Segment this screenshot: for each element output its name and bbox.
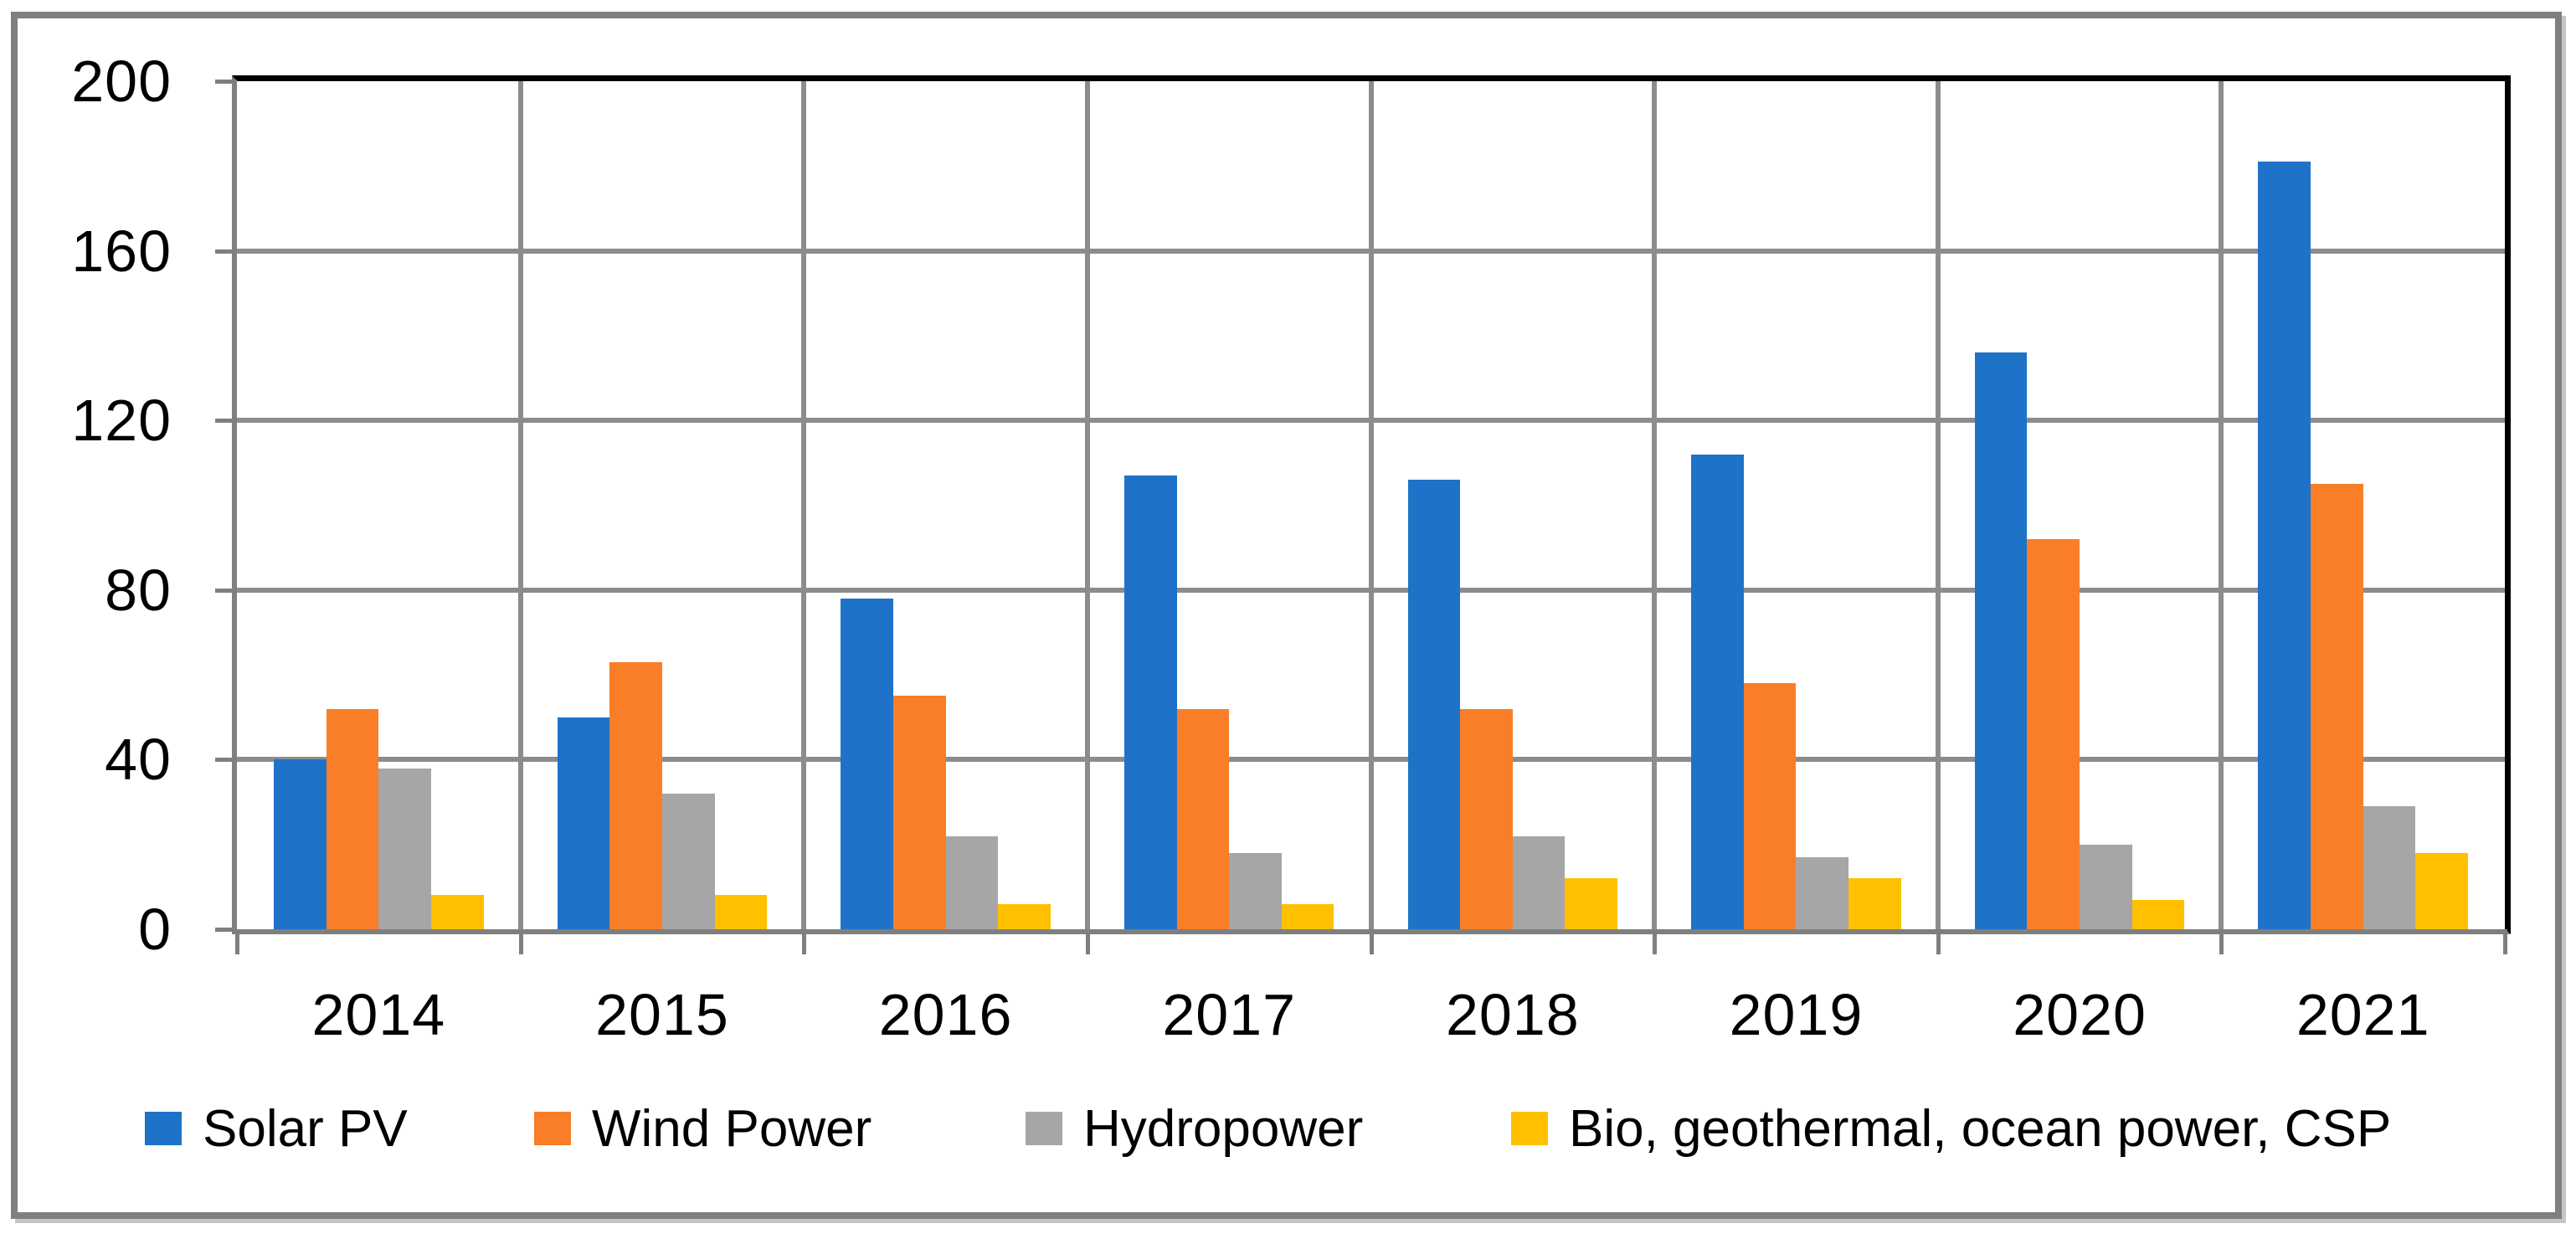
bar-2021-hydropower bbox=[2363, 806, 2416, 929]
gridline-v-3 bbox=[1084, 81, 1090, 929]
bar-2016-bio-geothermal-ocean-power-csp bbox=[998, 903, 1051, 929]
bar-2014-wind-power bbox=[326, 708, 379, 929]
legend-label-wind-power: Wind Power bbox=[592, 1099, 872, 1158]
y-tick-120 bbox=[215, 419, 237, 424]
x-tick-4 bbox=[1369, 929, 1374, 954]
bar-2020-solar-pv bbox=[1974, 352, 2028, 929]
bar-2015-hydropower bbox=[661, 793, 715, 929]
bar-2014-bio-geothermal-ocean-power-csp bbox=[430, 895, 484, 929]
gridline-v-1 bbox=[517, 81, 523, 929]
legend-swatch-wind-power bbox=[534, 1112, 571, 1145]
legend-item-bio-geothermal-ocean-csp: Bio, geothermal, ocean power, CSP bbox=[1511, 1100, 2391, 1158]
bar-2014-hydropower bbox=[378, 768, 431, 929]
bar-2015-wind-power bbox=[609, 661, 662, 929]
gridline-v-4 bbox=[1368, 81, 1374, 929]
y-tick-label-200: 200 bbox=[71, 49, 172, 114]
y-tick-80 bbox=[215, 588, 237, 593]
x-tick-1 bbox=[518, 929, 523, 954]
x-tick-label-2020: 2020 bbox=[2013, 982, 2147, 1047]
gridline-v-6 bbox=[1935, 81, 1941, 929]
x-tick-5 bbox=[1653, 929, 1658, 954]
x-tick-label-2016: 2016 bbox=[878, 982, 1013, 1047]
legend-label-bio-geothermal-ocean-csp: Bio, geothermal, ocean power, CSP bbox=[1569, 1099, 2392, 1158]
y-tick-0 bbox=[215, 928, 237, 932]
x-tick-label-2021: 2021 bbox=[2296, 982, 2430, 1047]
y-tick-label-80: 80 bbox=[105, 557, 172, 623]
bar-2020-bio-geothermal-ocean-power-csp bbox=[2131, 899, 2185, 929]
bar-2020-hydropower bbox=[2080, 844, 2132, 929]
bar-2019-wind-power bbox=[1743, 683, 1797, 929]
legend-item-wind-power: Wind Power bbox=[534, 1100, 872, 1158]
x-tick-label-2014: 2014 bbox=[311, 982, 446, 1047]
bar-2017-bio-geothermal-ocean-power-csp bbox=[1281, 903, 1334, 929]
legend-item-solar-pv: Solar PV bbox=[145, 1100, 408, 1158]
bar-2018-bio-geothermal-ocean-power-csp bbox=[1565, 878, 1618, 929]
bar-2014-solar-pv bbox=[274, 759, 326, 929]
y-tick-label-160: 160 bbox=[71, 218, 172, 284]
x-tick-label-2019: 2019 bbox=[1729, 982, 1864, 1047]
y-tick-200 bbox=[215, 80, 237, 84]
legend-swatch-solar-pv bbox=[145, 1112, 182, 1145]
y-tick-label-40: 40 bbox=[105, 727, 172, 793]
x-tick-label-2017: 2017 bbox=[1162, 982, 1297, 1047]
legend: Solar PV Wind Power Hydropower Bio, geot… bbox=[0, 1100, 2576, 1158]
x-tick-7 bbox=[2219, 929, 2224, 954]
bar-2021-solar-pv bbox=[2258, 162, 2311, 929]
bar-2021-bio-geothermal-ocean-power-csp bbox=[2415, 852, 2468, 929]
bar-2017-hydropower bbox=[1229, 852, 1282, 929]
plot-area bbox=[232, 75, 2511, 934]
gridline-v-2 bbox=[801, 81, 807, 929]
bar-2016-solar-pv bbox=[841, 598, 893, 929]
bar-2019-hydropower bbox=[1796, 856, 1849, 929]
gridline-v-7 bbox=[2219, 81, 2224, 929]
bar-2015-solar-pv bbox=[557, 717, 610, 929]
y-tick-160 bbox=[215, 249, 237, 254]
legend-swatch-bio-geothermal-ocean-csp bbox=[1511, 1112, 1548, 1145]
bar-2019-solar-pv bbox=[1691, 454, 1744, 929]
y-tick-40 bbox=[215, 758, 237, 763]
legend-label-solar-pv: Solar PV bbox=[203, 1099, 408, 1158]
bar-2019-bio-geothermal-ocean-power-csp bbox=[1848, 878, 1901, 929]
y-tick-label-0: 0 bbox=[138, 897, 172, 962]
bar-2018-solar-pv bbox=[1407, 480, 1461, 929]
bar-2018-hydropower bbox=[1512, 835, 1566, 929]
x-tick-6 bbox=[1936, 929, 1941, 954]
x-tick-label-2015: 2015 bbox=[595, 982, 729, 1047]
legend-item-hydropower: Hydropower bbox=[1026, 1100, 1363, 1158]
y-tick-label-120: 120 bbox=[71, 388, 172, 454]
bar-2018-wind-power bbox=[1460, 708, 1513, 929]
x-tick-8 bbox=[2503, 929, 2507, 954]
legend-label-hydropower: Hydropower bbox=[1083, 1099, 1364, 1158]
bar-2017-solar-pv bbox=[1123, 476, 1177, 929]
bar-2016-wind-power bbox=[892, 696, 946, 929]
x-tick-label-2018: 2018 bbox=[1445, 982, 1580, 1047]
bar-2020-wind-power bbox=[2027, 539, 2080, 929]
x-tick-0 bbox=[235, 929, 239, 954]
bar-2015-bio-geothermal-ocean-power-csp bbox=[714, 895, 768, 929]
legend-swatch-hydropower bbox=[1026, 1112, 1062, 1145]
x-tick-2 bbox=[802, 929, 807, 954]
plot-grid-and-bars bbox=[237, 81, 2505, 929]
gridline-v-5 bbox=[1652, 81, 1658, 929]
bar-2016-hydropower bbox=[945, 835, 999, 929]
bar-2017-wind-power bbox=[1176, 708, 1230, 929]
x-tick-3 bbox=[1085, 929, 1090, 954]
bar-2021-wind-power bbox=[2311, 484, 2363, 929]
